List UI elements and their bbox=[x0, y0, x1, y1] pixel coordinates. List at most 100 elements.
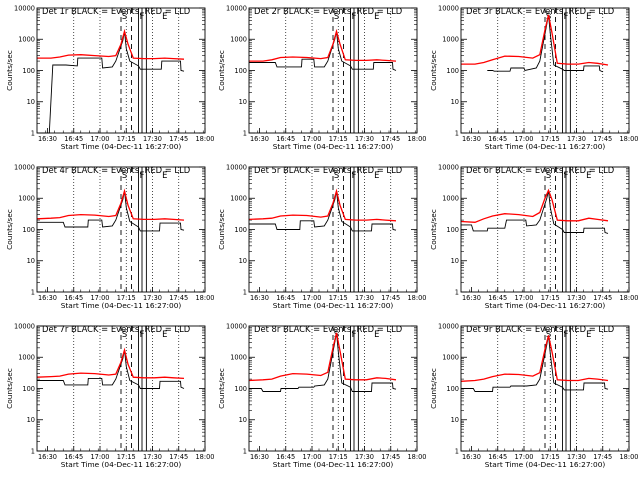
events-series-line bbox=[461, 335, 609, 392]
lld-series-line bbox=[460, 188, 609, 223]
region-mark: E bbox=[162, 170, 167, 180]
y-tick-label: 100 bbox=[446, 67, 459, 75]
x-tick-label: 17:30 bbox=[143, 294, 162, 302]
x-tick-label: 17:45 bbox=[381, 135, 400, 143]
y-tick-label: 10000 bbox=[226, 322, 247, 330]
y-tick-label: 1000 bbox=[18, 354, 35, 362]
plot-frame bbox=[460, 7, 630, 134]
y-tick-label: 100 bbox=[234, 226, 247, 234]
y-tick-label: 10 bbox=[27, 257, 35, 265]
x-tick-label: 17:30 bbox=[567, 453, 586, 461]
x-tick-label: 17:45 bbox=[593, 453, 612, 461]
x-tick-label: 16:45 bbox=[276, 294, 295, 302]
y-tick-label: 1 bbox=[455, 447, 459, 455]
x-tick-label: 17:30 bbox=[355, 453, 374, 461]
events-series-line bbox=[249, 190, 397, 232]
y-axis-label: Counts/sec bbox=[5, 50, 14, 91]
x-tick-label: 17:15 bbox=[541, 453, 560, 461]
plot-frame bbox=[36, 7, 206, 134]
x-tick-label: 17:45 bbox=[381, 294, 400, 302]
region-mark: S bbox=[334, 11, 339, 21]
x-tick-label: 16:45 bbox=[488, 294, 507, 302]
panel-title: Det 1r BLACK = Events, RED = LLD bbox=[42, 6, 190, 16]
detector-panel-3: Det 3r BLACK = Events, RED = LLD 1 10 100 10… bbox=[429, 4, 639, 151]
y-axis-label: Counts/sec bbox=[217, 209, 226, 250]
detector-panel-5: Det 5r BLACK = Events, RED = LLD 1 10 100 10… bbox=[217, 163, 427, 310]
lld-series-line bbox=[461, 14, 609, 66]
y-axis-label: Counts/sec bbox=[5, 209, 14, 250]
x-tick-label: 17:00 bbox=[514, 294, 533, 302]
x-tick-label: 16:30 bbox=[250, 294, 269, 302]
y-tick-label: 10 bbox=[451, 257, 459, 265]
x-tick-label: 17:15 bbox=[541, 135, 560, 143]
y-tick-label: 1 bbox=[243, 129, 247, 137]
x-tick-label: 18:00 bbox=[195, 294, 214, 302]
detector-panel-9: Det 9r BLACK = Events, RED = LLD 1 10 100 10… bbox=[429, 322, 639, 469]
x-tick-label: 17:15 bbox=[117, 135, 136, 143]
x-tick-label: 18:00 bbox=[407, 294, 426, 302]
region-mark: E bbox=[162, 329, 167, 339]
events-series-line bbox=[37, 190, 185, 232]
region-mark: S bbox=[122, 329, 127, 339]
region-mark: F bbox=[352, 11, 357, 21]
region-mark: F bbox=[140, 329, 145, 339]
region-mark: F bbox=[140, 11, 145, 21]
region-mark: S bbox=[122, 170, 127, 180]
plot-frame bbox=[248, 166, 418, 293]
x-tick-label: 16:30 bbox=[462, 453, 481, 461]
y-tick-label: 100 bbox=[446, 385, 459, 393]
y-tick-label: 100 bbox=[446, 226, 459, 234]
events-series-line bbox=[461, 190, 609, 234]
y-tick-label: 10 bbox=[451, 98, 459, 106]
panel-title: Det 4r BLACK = Events, RED = LLD bbox=[42, 165, 190, 175]
detector-panel-2: Det 2r BLACK = Events, RED = LLD 1 10 100 10… bbox=[217, 4, 427, 151]
y-tick-label: 1 bbox=[31, 129, 35, 137]
panel-title: Det 2r BLACK = Events, RED = LLD bbox=[254, 6, 402, 16]
region-mark: S bbox=[546, 329, 551, 339]
detector-panel-4: Det 4r BLACK = Events, RED = LLD 1 10 100 10… bbox=[5, 163, 215, 310]
y-tick-label: 1000 bbox=[442, 354, 459, 362]
x-tick-label: 17:30 bbox=[355, 294, 374, 302]
x-axis-label: Start Time (04-Dec-11 16:27:00) bbox=[485, 142, 606, 151]
x-tick-label: 17:30 bbox=[355, 135, 374, 143]
y-tick-label: 10000 bbox=[438, 163, 459, 171]
y-tick-label: 1000 bbox=[18, 195, 35, 203]
y-tick-label: 1000 bbox=[442, 36, 459, 44]
plot-frame bbox=[248, 7, 418, 134]
x-tick-label: 17:45 bbox=[593, 135, 612, 143]
y-tick-label: 10000 bbox=[14, 322, 35, 330]
x-tick-label: 17:45 bbox=[169, 294, 188, 302]
x-tick-label: 17:30 bbox=[567, 294, 586, 302]
region-mark: F bbox=[352, 170, 357, 180]
x-tick-label: 17:45 bbox=[381, 453, 400, 461]
lld-series-line bbox=[460, 335, 609, 382]
region-mark: S bbox=[546, 170, 551, 180]
x-tick-label: 17:45 bbox=[593, 294, 612, 302]
region-mark: E bbox=[586, 11, 591, 21]
y-tick-label: 10 bbox=[239, 257, 247, 265]
x-axis-label: Start Time (04-Dec-11 16:27:00) bbox=[485, 460, 606, 469]
x-tick-label: 17:15 bbox=[541, 294, 560, 302]
y-tick-label: 1 bbox=[31, 447, 35, 455]
x-tick-label: 17:00 bbox=[302, 135, 321, 143]
y-tick-label: 1 bbox=[455, 129, 459, 137]
panel-title: Det 9r BLACK = Events, RED = LLD bbox=[466, 324, 614, 334]
region-mark: E bbox=[374, 170, 379, 180]
y-tick-label: 100 bbox=[22, 67, 35, 75]
region-mark: E bbox=[162, 11, 167, 21]
region-mark: E bbox=[586, 170, 591, 180]
panel-title: Det 7r BLACK = Events, RED = LLD bbox=[42, 324, 190, 334]
y-tick-label: 1 bbox=[455, 288, 459, 296]
x-tick-label: 17:15 bbox=[329, 453, 348, 461]
x-tick-label: 17:30 bbox=[143, 453, 162, 461]
detector-panel-7: Det 7r BLACK = Events, RED = LLD 1 10 100 10… bbox=[5, 322, 215, 469]
lld-series-line bbox=[249, 28, 397, 62]
y-tick-label: 10 bbox=[27, 416, 35, 424]
y-axis-label: Counts/sec bbox=[429, 209, 438, 250]
y-tick-label: 10 bbox=[239, 416, 247, 424]
events-series-line bbox=[42, 31, 185, 134]
x-tick-label: 17:00 bbox=[90, 453, 109, 461]
detector-panel-1: Det 1r BLACK = Events, RED = LLD 1 10 100 10… bbox=[5, 4, 215, 151]
y-tick-label: 10000 bbox=[438, 4, 459, 12]
y-tick-label: 100 bbox=[234, 67, 247, 75]
